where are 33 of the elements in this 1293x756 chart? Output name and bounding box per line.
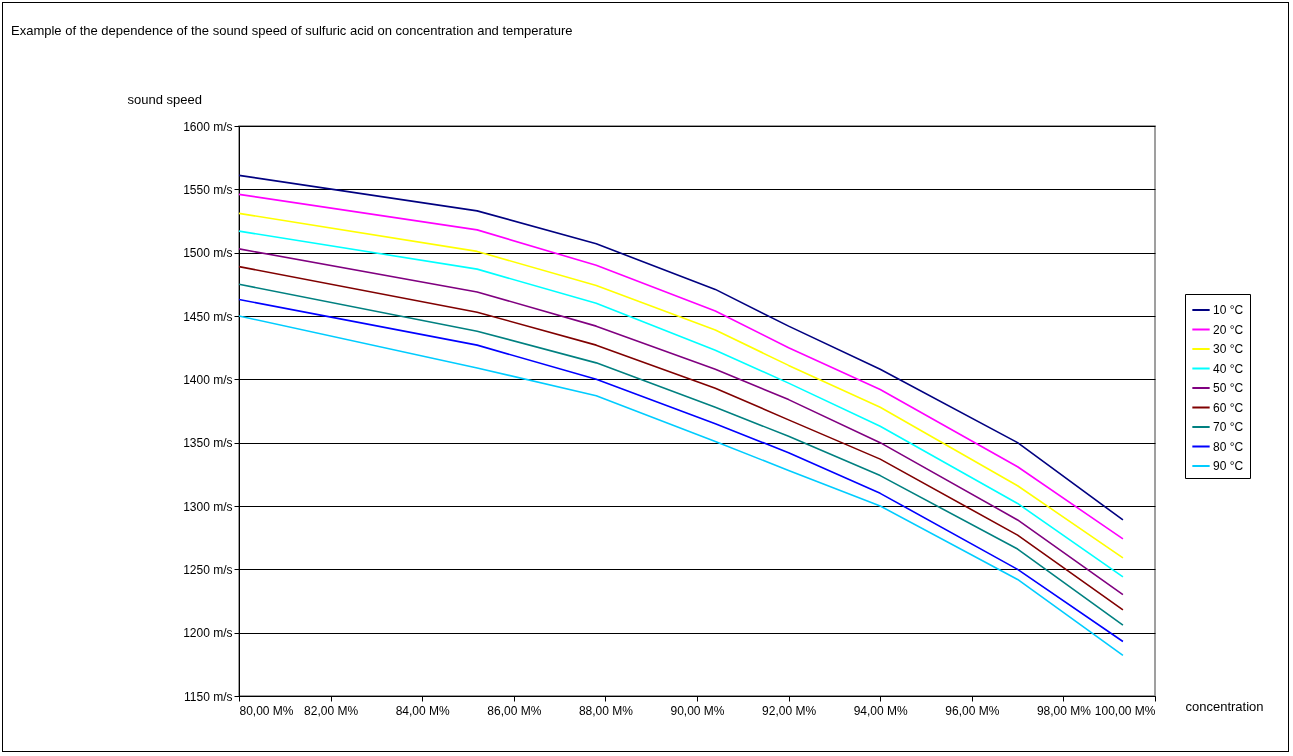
x-tick-label: 86,00 M% [487, 703, 542, 718]
legend-label: 70 °C [1213, 420, 1244, 434]
x-tick-label: 84,00 M% [395, 703, 451, 718]
y-tick-label: 1300 m/s [183, 499, 233, 514]
x-tick-label: 98,00 M% [1036, 703, 1092, 718]
y-tick-label: 1350 m/s [183, 436, 233, 451]
y-tick-label: 1500 m/s [183, 246, 233, 261]
y-tick-label: 1450 m/s [183, 309, 233, 324]
x-tick-label: 82,00 M% [304, 703, 359, 718]
legend-label: 20 °C [1213, 322, 1244, 337]
x-axis-title: concentration [1185, 698, 1264, 714]
x-tick-label: 80,00 M% [239, 703, 294, 718]
y-tick-label: 1600 m/s [183, 119, 233, 134]
x-tick-label: 96,00 M% [945, 703, 1000, 718]
chart-title: Example of the dependence of the sound speed of sulfuric acid on concentration and temperature [11, 23, 573, 38]
y-tick-label: 1250 m/s [183, 562, 233, 577]
y-axis-title: sound speed [127, 91, 202, 107]
y-tick-label: 1150 m/s [184, 689, 233, 704]
y-tick-label: 1400 m/s [183, 372, 233, 387]
legend-label: 30 °C [1213, 342, 1244, 356]
legend-label: 50 °C [1213, 381, 1244, 395]
x-tick-label: 92,00 M% [762, 703, 817, 718]
x-tick-label: 100,00 M% [1094, 703, 1156, 718]
legend-label: 80 °C [1213, 439, 1244, 454]
legend-label: 40 °C [1213, 361, 1244, 376]
x-tick-label: 90,00 M% [670, 703, 725, 718]
legend-label: 60 °C [1213, 400, 1244, 415]
y-tick-label: 1200 m/s [183, 626, 233, 641]
legend-label: 90 °C [1213, 459, 1244, 473]
x-tick-label: 94,00 M% [853, 703, 909, 718]
x-tick-label: 88,00 M% [578, 703, 634, 718]
legend-label: 10 °C [1213, 303, 1244, 317]
y-tick-label: 1550 m/s [183, 182, 233, 197]
